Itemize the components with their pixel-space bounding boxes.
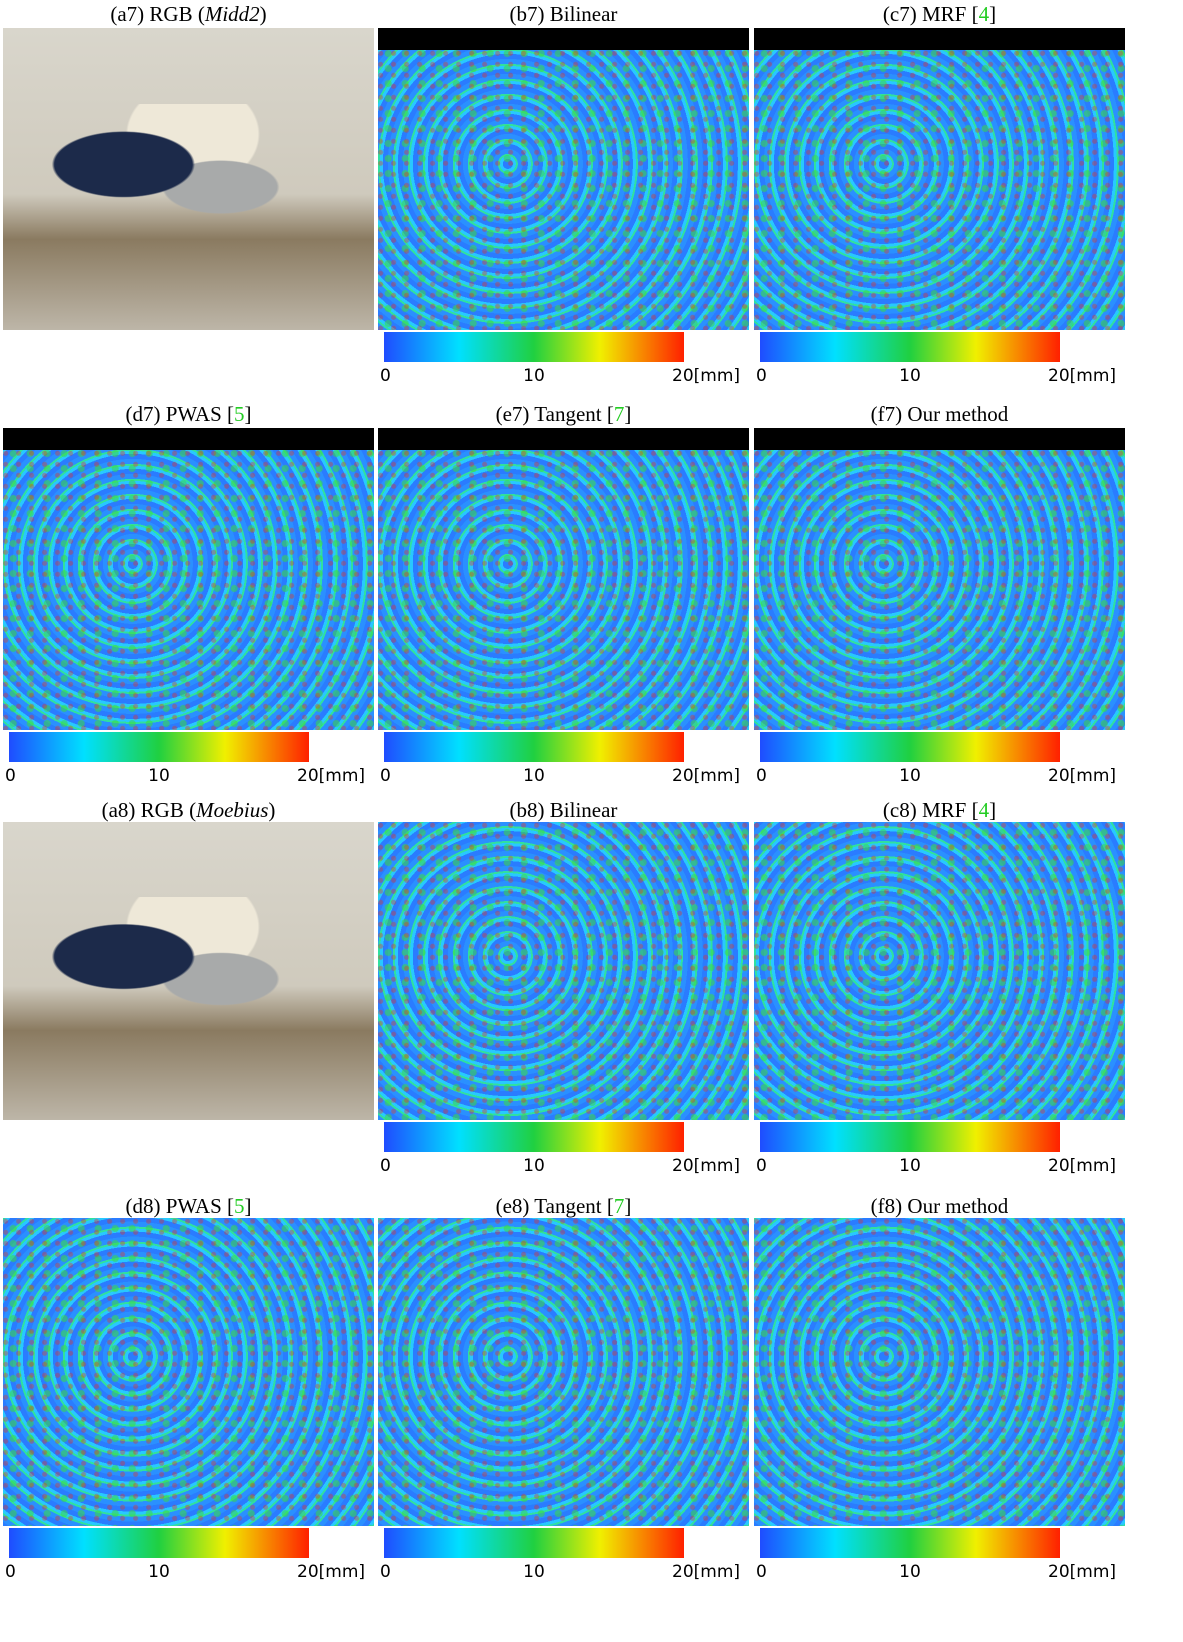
caption-part: Moebius xyxy=(196,798,268,822)
colorbar xyxy=(760,332,1060,362)
rgb-image xyxy=(3,822,374,1120)
colorbar-tick-label: 20[mm] xyxy=(1048,1156,1116,1176)
colorbar xyxy=(384,1528,684,1558)
caption-part: (e7) Tangent [ xyxy=(496,402,614,426)
colorbar xyxy=(760,732,1060,762)
caption-part: (f7) Our method xyxy=(871,402,1009,426)
panel-caption: (d8) PWAS [5] xyxy=(3,1194,374,1219)
colorbar-tick-label: 20[mm] xyxy=(672,766,740,786)
colorbar-tick-label: 20[mm] xyxy=(1048,366,1116,386)
colorbar-tick-label: 0 xyxy=(756,1562,767,1582)
caption-part: (c8) MRF [ xyxy=(883,798,979,822)
caption-part: ] xyxy=(245,1194,252,1218)
panel-caption: (e7) Tangent [7] xyxy=(378,402,749,427)
caption-part: 7 xyxy=(614,402,625,426)
figure: (a7) RGB (Midd2) (b7) Bilinear 0 10 20[mm] (c… xyxy=(0,0,1183,1642)
colorbar-tick-label: 10 xyxy=(523,1156,545,1176)
invalid-region xyxy=(754,428,1125,450)
error-map xyxy=(378,28,749,330)
colorbar xyxy=(760,1528,1060,1558)
panel-caption: (e8) Tangent [7] xyxy=(378,1194,749,1219)
colorbar xyxy=(760,1122,1060,1152)
caption-part: (c7) MRF [ xyxy=(883,2,979,26)
colorbar-tick-label: 20[mm] xyxy=(297,766,365,786)
panel-caption: (b8) Bilinear xyxy=(378,798,749,823)
colorbar-tick-label: 10 xyxy=(148,1562,170,1582)
error-map xyxy=(3,428,374,730)
colorbar-tick-label: 0 xyxy=(380,1156,391,1176)
colorbar-tick-label: 0 xyxy=(756,1156,767,1176)
panel-caption: (f8) Our method xyxy=(754,1194,1125,1219)
colorbar-tick-label: 20[mm] xyxy=(672,1156,740,1176)
colorbar-tick-label: 20[mm] xyxy=(672,1562,740,1582)
caption-part: ] xyxy=(989,798,996,822)
caption-part: 4 xyxy=(979,798,990,822)
colorbar-tick-label: 10 xyxy=(523,766,545,786)
colorbar-tick-label: 0 xyxy=(5,1562,16,1582)
caption-part: (a7) RGB ( xyxy=(110,2,204,26)
invalid-region xyxy=(3,428,374,450)
colorbar-tick-label: 20[mm] xyxy=(297,1562,365,1582)
caption-part: (e8) Tangent [ xyxy=(496,1194,614,1218)
colorbar-tick-label: 10 xyxy=(899,1562,921,1582)
caption-part: 7 xyxy=(614,1194,625,1218)
colorbar xyxy=(384,732,684,762)
panel-caption: (a7) RGB (Midd2) xyxy=(3,2,374,27)
caption-part: ) xyxy=(260,2,267,26)
error-map xyxy=(754,28,1125,330)
invalid-region xyxy=(378,428,749,450)
error-map xyxy=(754,428,1125,730)
panel-caption: (b7) Bilinear xyxy=(378,2,749,27)
colorbar-tick-label: 10 xyxy=(899,766,921,786)
colorbar-tick-label: 20[mm] xyxy=(1048,1562,1116,1582)
error-map xyxy=(3,1218,374,1526)
colorbar-tick-label: 10 xyxy=(523,366,545,386)
colorbar xyxy=(9,732,309,762)
invalid-region xyxy=(754,28,1125,50)
caption-part: (d7) PWAS [ xyxy=(126,402,235,426)
colorbar xyxy=(384,1122,684,1152)
caption-part: (b7) Bilinear xyxy=(510,2,618,26)
colorbar-tick-label: 0 xyxy=(380,766,391,786)
error-map xyxy=(378,1218,749,1526)
caption-part: ] xyxy=(624,1194,631,1218)
panel-caption: (d7) PWAS [5] xyxy=(3,402,374,427)
colorbar-tick-label: 0 xyxy=(756,766,767,786)
invalid-region xyxy=(378,28,749,50)
error-map xyxy=(378,822,749,1120)
caption-part: ] xyxy=(624,402,631,426)
colorbar-tick-label: 10 xyxy=(899,1156,921,1176)
error-map xyxy=(754,822,1125,1120)
colorbar-tick-label: 10 xyxy=(899,366,921,386)
colorbar-tick-label: 0 xyxy=(380,366,391,386)
rgb-image xyxy=(3,28,374,330)
caption-part: Midd2 xyxy=(205,2,260,26)
caption-part: ] xyxy=(989,2,996,26)
panel-caption: (c7) MRF [4] xyxy=(754,2,1125,27)
colorbar-tick-label: 20[mm] xyxy=(672,366,740,386)
panel-caption: (c8) MRF [4] xyxy=(754,798,1125,823)
colorbar xyxy=(384,332,684,362)
colorbar-tick-label: 10 xyxy=(148,766,170,786)
panel-caption: (a8) RGB (Moebius) xyxy=(3,798,374,823)
colorbar xyxy=(9,1528,309,1558)
colorbar-tick-label: 0 xyxy=(5,766,16,786)
error-map xyxy=(378,428,749,730)
caption-part: (b8) Bilinear xyxy=(510,798,618,822)
caption-part: (a8) RGB ( xyxy=(102,798,196,822)
caption-part: 5 xyxy=(234,402,245,426)
caption-part: (d8) PWAS [ xyxy=(126,1194,235,1218)
colorbar-tick-label: 0 xyxy=(380,1562,391,1582)
caption-part: ] xyxy=(245,402,252,426)
colorbar-tick-label: 0 xyxy=(756,366,767,386)
panel-caption: (f7) Our method xyxy=(754,402,1125,427)
caption-part: (f8) Our method xyxy=(871,1194,1009,1218)
caption-part: 4 xyxy=(979,2,990,26)
colorbar-tick-label: 10 xyxy=(523,1562,545,1582)
caption-part: 5 xyxy=(234,1194,245,1218)
colorbar-tick-label: 20[mm] xyxy=(1048,766,1116,786)
caption-part: ) xyxy=(268,798,275,822)
error-map xyxy=(754,1218,1125,1526)
